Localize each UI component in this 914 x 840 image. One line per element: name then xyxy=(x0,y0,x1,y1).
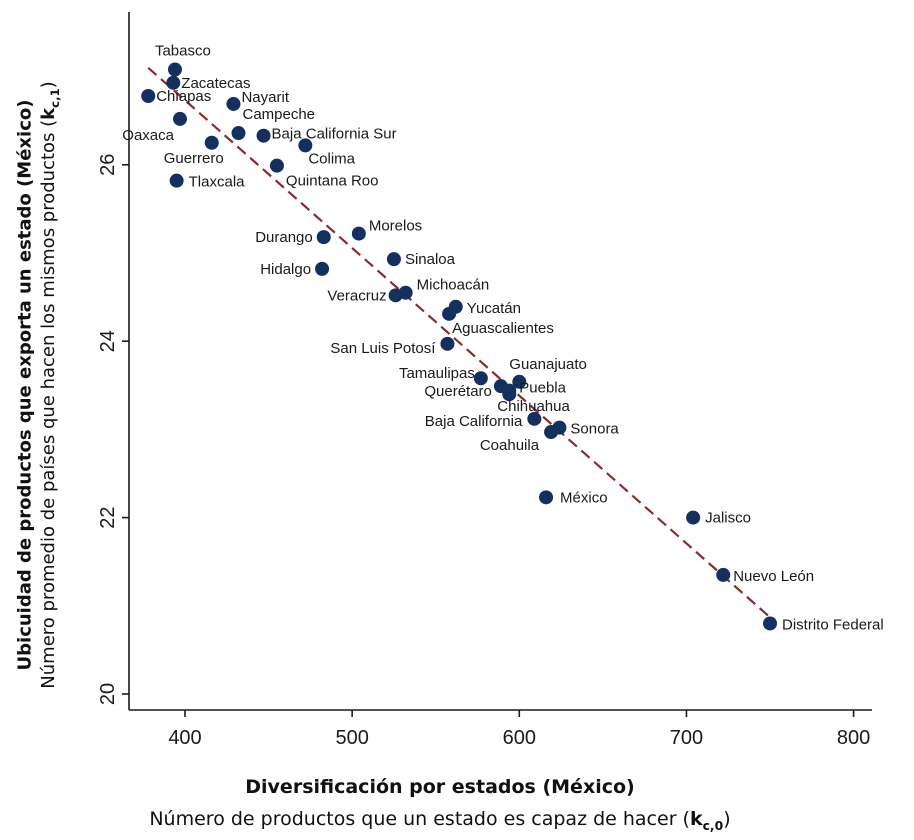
point-marker xyxy=(169,173,184,188)
x-tick-label: 600 xyxy=(503,727,536,749)
point-label: Sonora xyxy=(570,421,619,438)
point-label: Querétaro xyxy=(424,383,492,400)
point-label: Tlaxcala xyxy=(189,174,246,191)
point-label: Aguascalientes xyxy=(452,320,554,337)
point-marker xyxy=(388,288,403,303)
y-axis-subtitle: Número promedio de países que hacen los … xyxy=(38,81,62,689)
point-label: Baja California xyxy=(425,413,523,430)
x-axis-subtitle-text: Número de productos que un estado es cap… xyxy=(149,808,677,830)
point-marker xyxy=(141,89,156,104)
point-marker xyxy=(226,96,241,111)
point-label: San Luis Potosí xyxy=(330,340,436,357)
point-marker xyxy=(512,374,527,389)
point-marker xyxy=(686,510,701,525)
points-group xyxy=(141,62,778,631)
point-marker xyxy=(315,261,330,276)
fit-line xyxy=(147,66,771,619)
x-axis-subtitle: Número de productos que un estado es cap… xyxy=(149,808,731,833)
x-tick-label: 400 xyxy=(168,727,201,749)
fit-line-group xyxy=(147,66,771,619)
point-marker xyxy=(172,111,187,126)
y-axis-subtitle-text: Número promedio de países que hacen los … xyxy=(38,132,60,689)
point-marker xyxy=(166,75,181,90)
y-axis-title: Ubicuidad de productos que exporta un es… xyxy=(14,99,36,671)
x-axis-subtitle-index: c,0 xyxy=(702,818,724,833)
point-label: Nuevo León xyxy=(733,568,814,585)
y-tick-label: 26 xyxy=(97,154,119,176)
point-marker xyxy=(442,306,457,321)
point-marker xyxy=(386,252,401,267)
point-marker xyxy=(351,226,366,241)
axes: 400 500 600 700 800 20 22 24 26 xyxy=(97,12,872,749)
x-tick-label: 800 xyxy=(837,727,870,749)
point-marker xyxy=(256,128,271,143)
point-label: Hidalgo xyxy=(260,261,311,278)
point-marker xyxy=(763,616,778,631)
x-axis-title: Diversificación por estados (México) xyxy=(245,776,635,798)
point-label: Coahuila xyxy=(480,437,540,454)
x-tick-label: 700 xyxy=(670,727,703,749)
point-marker xyxy=(167,62,182,77)
y-tick-label: 24 xyxy=(97,330,119,352)
y-axis-subtitle-index: c,1 xyxy=(47,88,62,108)
point-label: México xyxy=(560,489,608,506)
point-label: Tamaulipas xyxy=(399,365,475,382)
point-marker xyxy=(539,490,554,505)
point-label: Baja California Sur xyxy=(272,126,397,143)
point-marker xyxy=(316,230,331,245)
point-label: Jalisco xyxy=(705,510,751,527)
point-label: Yucatán xyxy=(467,300,521,317)
point-label: Veracruz xyxy=(327,287,386,304)
point-label: Guanajuato xyxy=(509,356,587,373)
point-marker xyxy=(440,336,455,351)
point-label: Sinaloa xyxy=(405,251,456,268)
point-marker xyxy=(716,567,731,582)
point-label: Oaxaca xyxy=(122,127,174,144)
x-axis-subtitle-symbol: k xyxy=(689,808,703,830)
point-label: Chiapas xyxy=(156,88,211,105)
point-label: Distrito Federal xyxy=(782,616,884,633)
point-label: Morelos xyxy=(369,218,422,235)
point-label: Colima xyxy=(308,150,355,167)
point-label: Guerrero xyxy=(164,150,224,167)
y-axis-subtitle-symbol: k xyxy=(38,107,60,120)
point-label: Chihuahua xyxy=(497,398,570,415)
point-label: Tabasco xyxy=(155,43,211,60)
point-marker xyxy=(204,135,219,150)
point-label: Puebla xyxy=(519,380,566,397)
point-marker xyxy=(502,387,517,402)
point-marker xyxy=(544,425,559,440)
point-marker xyxy=(298,138,313,153)
point-label: Michoacán xyxy=(417,277,490,294)
y-tick-label: 20 xyxy=(97,683,119,705)
point-marker xyxy=(269,158,284,173)
y-tick-label: 22 xyxy=(97,506,119,528)
point-marker xyxy=(473,371,488,386)
point-marker xyxy=(231,126,246,141)
point-label: Zacatecas xyxy=(181,75,250,92)
point-label: Quintana Roo xyxy=(286,173,379,190)
point-label: Campeche xyxy=(242,106,315,123)
point-label: Nayarit xyxy=(241,89,289,106)
point-label: Durango xyxy=(255,229,313,246)
point-marker xyxy=(527,411,542,426)
x-tick-label: 500 xyxy=(335,727,368,749)
